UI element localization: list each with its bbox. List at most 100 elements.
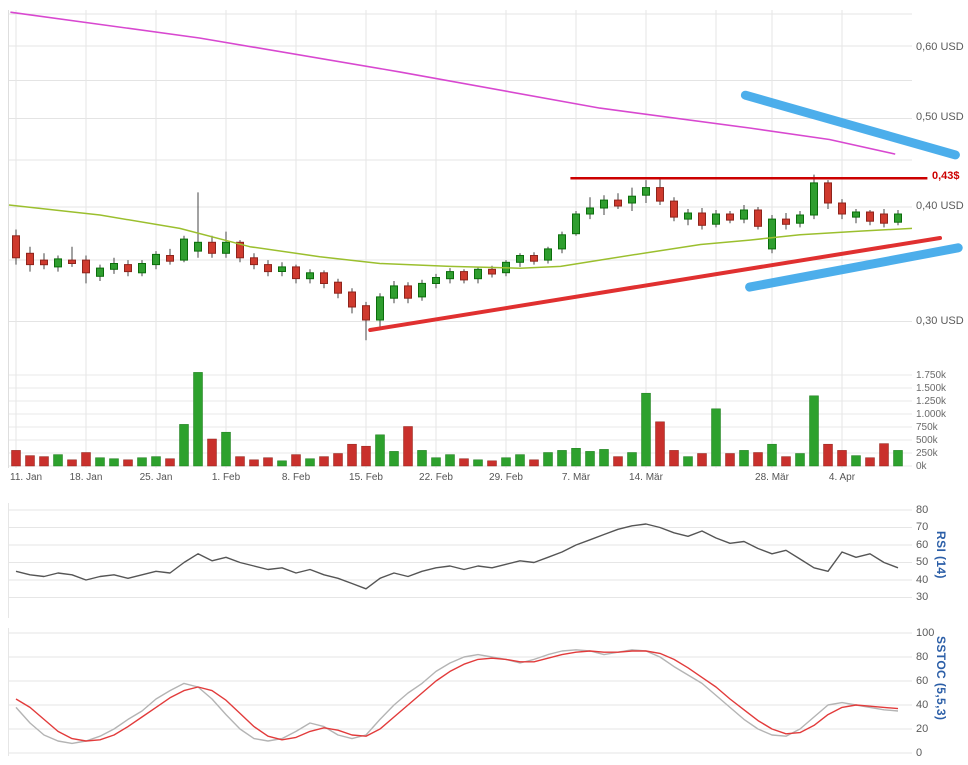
- volume-bar[interactable]: [459, 458, 469, 467]
- candle[interactable]: [460, 269, 468, 284]
- candle[interactable]: [320, 270, 328, 289]
- volume-bar[interactable]: [613, 456, 623, 467]
- volume-bar[interactable]: [263, 457, 273, 467]
- candle[interactable]: [306, 269, 314, 284]
- candle[interactable]: [222, 231, 230, 258]
- volume-bar[interactable]: [95, 457, 105, 467]
- candle[interactable]: [194, 192, 202, 258]
- candle[interactable]: [670, 197, 678, 222]
- volume-bar[interactable]: [487, 460, 497, 467]
- candle[interactable]: [292, 264, 300, 284]
- candle[interactable]: [684, 209, 692, 226]
- candle[interactable]: [166, 248, 174, 265]
- candle[interactable]: [40, 253, 48, 270]
- candle[interactable]: [474, 266, 482, 284]
- candle[interactable]: [796, 211, 804, 228]
- volume-bar[interactable]: [445, 454, 455, 467]
- volume-bar[interactable]: [179, 424, 189, 467]
- candle[interactable]: [656, 177, 664, 205]
- candle[interactable]: [558, 231, 566, 254]
- volume-bar[interactable]: [403, 426, 413, 467]
- candle[interactable]: [278, 262, 286, 277]
- candle[interactable]: [362, 301, 370, 341]
- candle[interactable]: [628, 187, 636, 211]
- volume-bar[interactable]: [375, 434, 385, 467]
- volume-bar[interactable]: [585, 451, 595, 467]
- volume-bar[interactable]: [11, 450, 21, 467]
- volume-bar[interactable]: [641, 392, 651, 467]
- volume-bar[interactable]: [711, 408, 721, 467]
- candle[interactable]: [516, 253, 524, 267]
- candle[interactable]: [586, 197, 594, 220]
- volume-bar[interactable]: [123, 459, 133, 467]
- volume-bar[interactable]: [823, 443, 833, 467]
- volume-bar[interactable]: [39, 456, 49, 467]
- volume-bar[interactable]: [543, 452, 553, 467]
- volume-bar[interactable]: [109, 458, 119, 467]
- candle[interactable]: [600, 195, 608, 215]
- volume-bar[interactable]: [767, 443, 777, 467]
- volume-bar[interactable]: [249, 459, 259, 467]
- candle[interactable]: [572, 211, 580, 236]
- volume-bar[interactable]: [305, 458, 315, 467]
- candle[interactable]: [432, 273, 440, 289]
- candle[interactable]: [782, 213, 790, 230]
- volume-bar[interactable]: [795, 453, 805, 467]
- candle[interactable]: [824, 180, 832, 209]
- candle[interactable]: [838, 199, 846, 220]
- candle[interactable]: [82, 255, 90, 284]
- volume-pane[interactable]: [11, 372, 903, 467]
- volume-bar[interactable]: [655, 421, 665, 467]
- volume-bar[interactable]: [683, 456, 693, 467]
- volume-bar[interactable]: [501, 457, 511, 467]
- candle[interactable]: [544, 246, 552, 264]
- candle[interactable]: [698, 208, 706, 230]
- volume-bar[interactable]: [319, 456, 329, 467]
- volume-bar[interactable]: [67, 459, 77, 467]
- volume-bar[interactable]: [837, 450, 847, 467]
- volume-bar[interactable]: [417, 450, 427, 467]
- stoch-pane[interactable]: [15, 649, 899, 745]
- volume-bar[interactable]: [851, 455, 861, 467]
- candle[interactable]: [138, 260, 146, 277]
- candle[interactable]: [152, 251, 160, 270]
- volume-bar[interactable]: [879, 443, 889, 467]
- candle[interactable]: [852, 209, 860, 224]
- candle[interactable]: [54, 255, 62, 272]
- candle[interactable]: [348, 288, 356, 314]
- candle[interactable]: [712, 210, 720, 228]
- candle[interactable]: [376, 293, 384, 327]
- candle[interactable]: [726, 211, 734, 224]
- candle[interactable]: [110, 257, 118, 274]
- volume-bar[interactable]: [571, 448, 581, 467]
- volume-bar[interactable]: [277, 460, 287, 467]
- volume-bar[interactable]: [207, 438, 217, 467]
- candle[interactable]: [810, 174, 818, 220]
- candle[interactable]: [250, 253, 258, 270]
- volume-bar[interactable]: [529, 459, 539, 467]
- candle[interactable]: [334, 278, 342, 299]
- rsi-pane[interactable]: [15, 523, 899, 590]
- candle[interactable]: [68, 246, 76, 267]
- volume-bar[interactable]: [53, 454, 63, 467]
- volume-bar[interactable]: [221, 431, 231, 467]
- volume-bar[interactable]: [291, 454, 301, 467]
- candle[interactable]: [12, 229, 20, 265]
- volume-bar[interactable]: [347, 443, 357, 467]
- volume-bar[interactable]: [235, 456, 245, 467]
- candle[interactable]: [404, 282, 412, 304]
- volume-bar[interactable]: [627, 452, 637, 467]
- volume-bar[interactable]: [165, 458, 175, 467]
- candle[interactable]: [124, 260, 132, 277]
- volume-bar[interactable]: [389, 451, 399, 467]
- volume-bar[interactable]: [81, 452, 91, 467]
- volume-bar[interactable]: [333, 453, 343, 467]
- candle[interactable]: [418, 279, 426, 301]
- volume-bar[interactable]: [809, 395, 819, 467]
- volume-bar[interactable]: [137, 457, 147, 467]
- volume-bar[interactable]: [193, 372, 203, 467]
- candle[interactable]: [740, 205, 748, 224]
- volume-bar[interactable]: [725, 453, 735, 467]
- volume-bar[interactable]: [473, 459, 483, 467]
